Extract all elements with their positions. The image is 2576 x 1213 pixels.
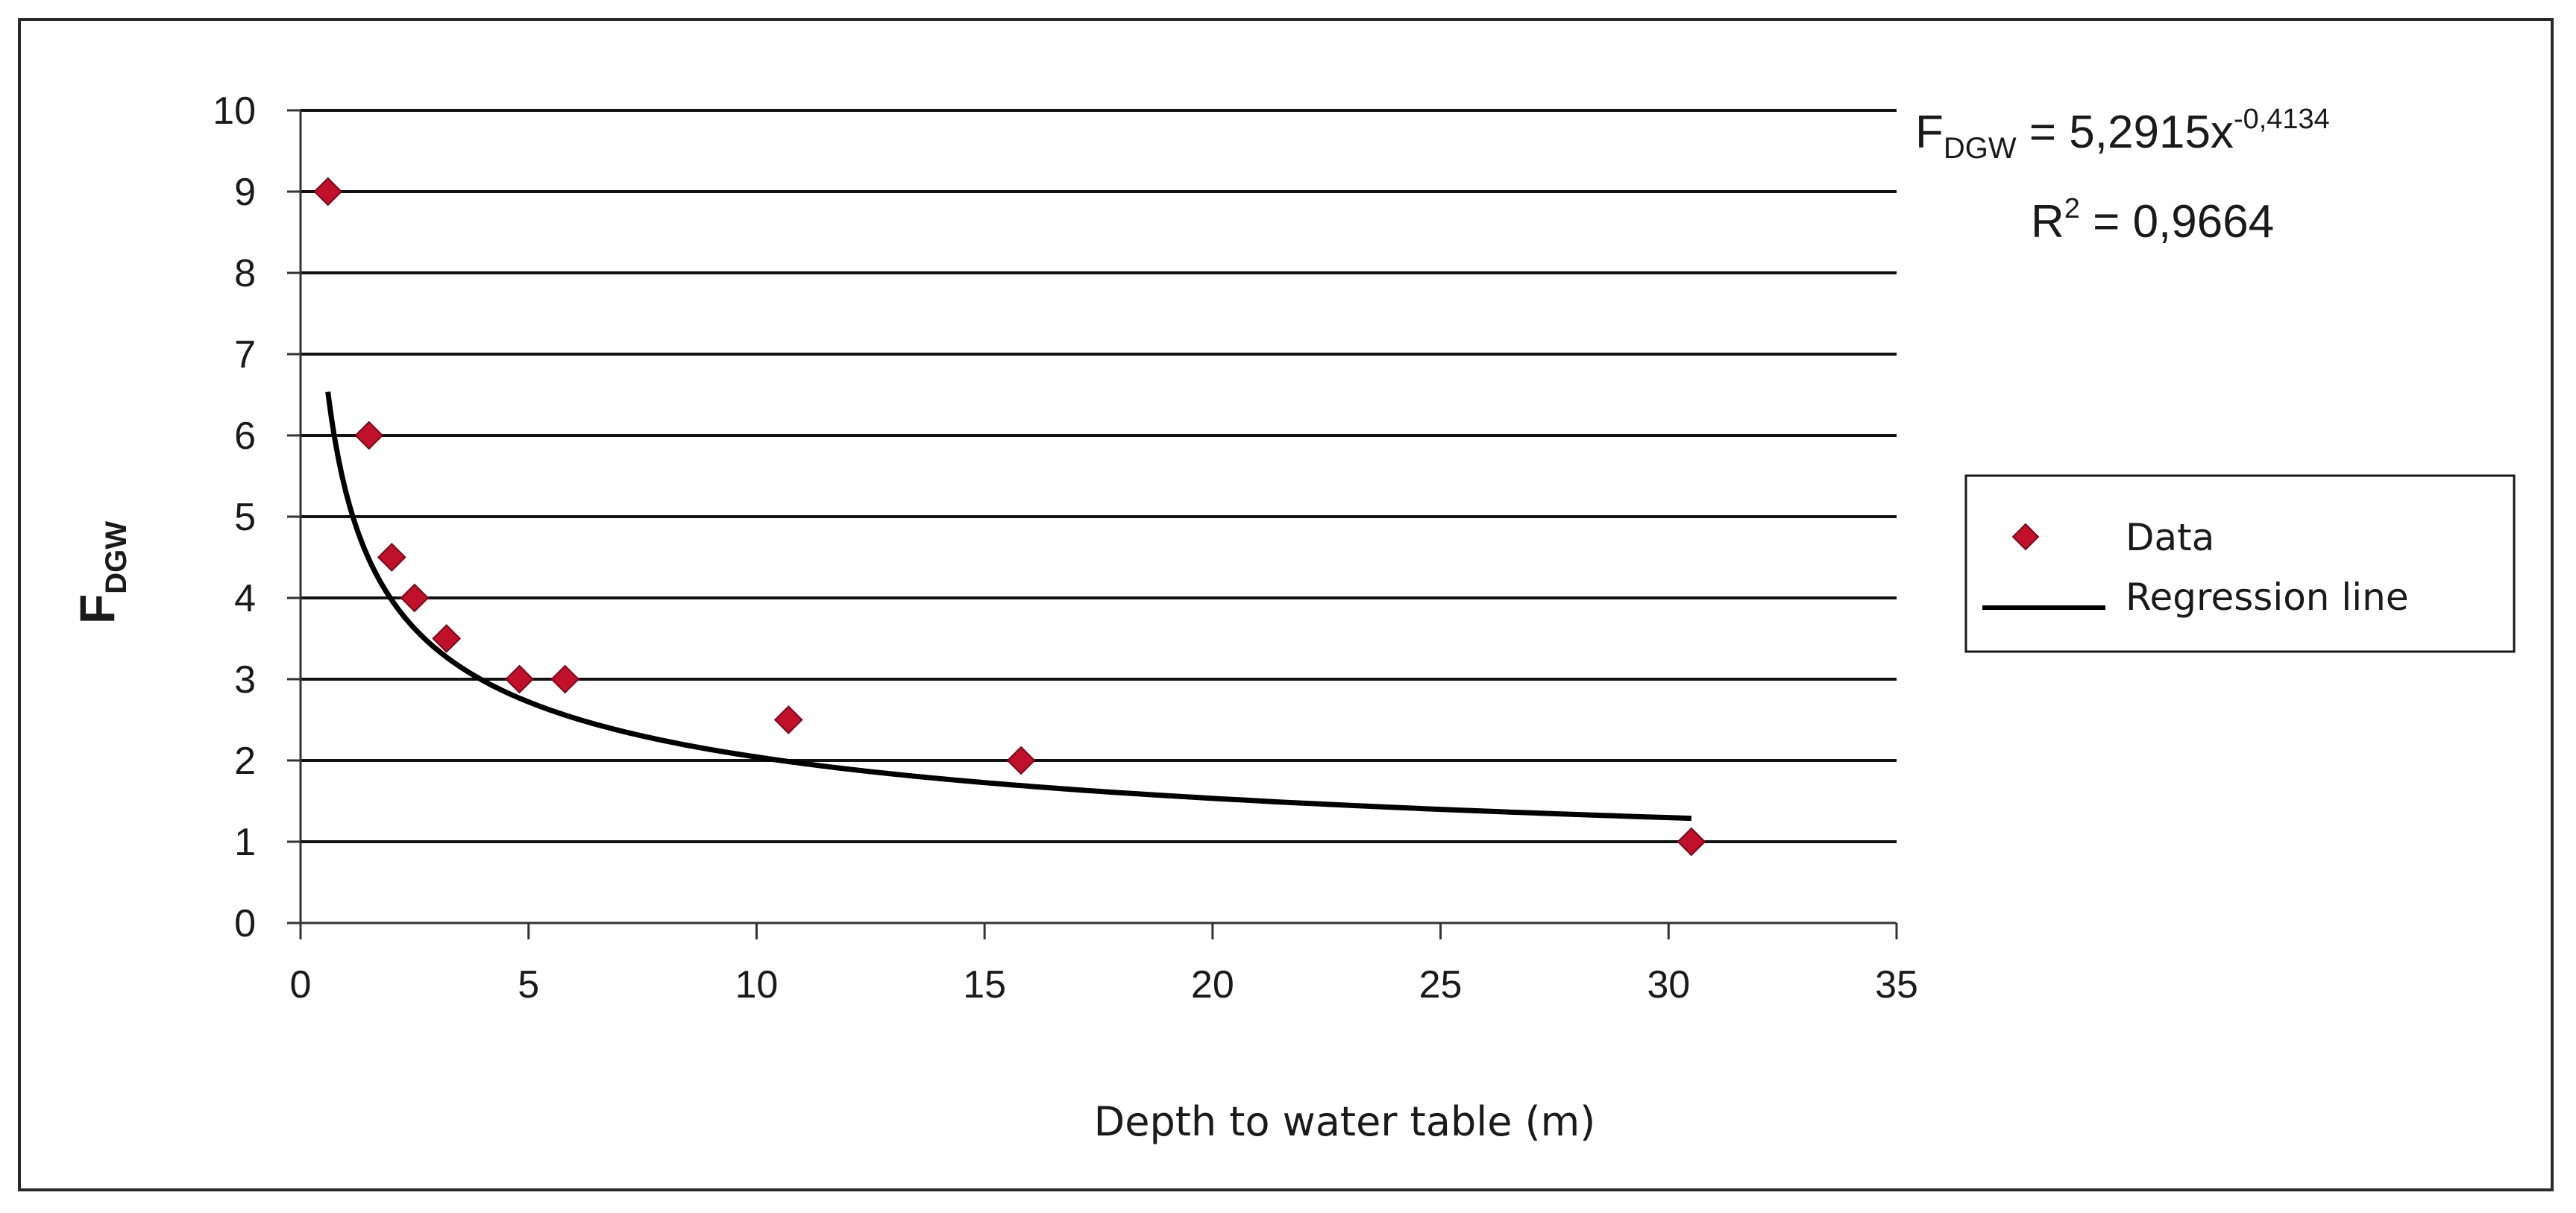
x-tick-label-10: 10: [735, 963, 779, 1006]
data-point: [432, 624, 462, 653]
r-squared-main: R: [2031, 196, 2064, 248]
regression-layer: [325, 391, 1692, 822]
data-point: [400, 583, 430, 613]
grid-layer: [301, 109, 1897, 843]
data-point: [1677, 827, 1706, 857]
x-axis-title: Depth to water table (m): [1094, 1098, 1596, 1145]
y-axis-title-sub: DGW: [100, 521, 133, 594]
data-point: [505, 664, 534, 694]
r-squared-annotation: R2 = 0,9664: [2031, 193, 2274, 248]
r-squared-sup: 2: [2064, 193, 2080, 224]
y-tick-label-6: 6: [234, 415, 256, 458]
regression-line: [325, 391, 1692, 822]
x-tick-label-30: 30: [1647, 963, 1690, 1006]
data-point: [773, 705, 803, 734]
legend-box: [1964, 474, 2516, 653]
equation-lhs-sub: DGW: [1944, 132, 2017, 165]
y-tick-label-10: 10: [213, 89, 256, 133]
data-point: [1006, 746, 1036, 775]
x-tick-label-25: 25: [1419, 963, 1463, 1006]
y-tick-label-3: 3: [234, 658, 256, 702]
x-tick-label-35: 35: [1875, 963, 1918, 1006]
y-tick-label-2: 2: [234, 740, 256, 783]
equation-annotation: FDGW = 5,2915x-0,4134: [1915, 104, 2330, 165]
data-point: [313, 177, 343, 207]
y-tick-label-7: 7: [234, 333, 256, 376]
y-tick-label-9: 9: [234, 171, 256, 214]
y-axis-title: FDGW: [69, 521, 133, 624]
y-tick-labels: 0 1 2 3 4 5 6 7 8 9 10: [213, 89, 256, 945]
legend-data-marker: [2011, 523, 2040, 551]
y-tick-label-4: 4: [234, 577, 256, 620]
legend: Data Regression line: [1964, 474, 2516, 653]
equation-rhs: = 5,2915x: [2017, 107, 2234, 158]
data-point: [354, 420, 384, 450]
x-tick-label-15: 15: [963, 963, 1006, 1006]
x-tick-labels: 0 5 10 15 20 25 30 35: [290, 963, 1918, 1006]
x-tick-label-5: 5: [518, 963, 539, 1006]
r-squared-value: = 0,9664: [2080, 196, 2274, 248]
data-point: [377, 543, 406, 572]
x-tick-label-0: 0: [290, 963, 312, 1006]
data-points-layer: [313, 177, 1706, 857]
axis-layer: [287, 109, 1898, 939]
y-tick-label-0: 0: [234, 902, 256, 945]
chart-frame: 0 1 2 3 4 5 6 7 8 9 10 0 5 10 15 20 25 30 35 FDGW Depth t…: [18, 18, 2554, 1191]
legend-label-data: Data: [2126, 516, 2214, 559]
y-axis-title-main: F: [69, 594, 125, 624]
y-tick-label-8: 8: [234, 252, 256, 295]
data-point: [550, 664, 580, 694]
x-tick-label-20: 20: [1191, 963, 1234, 1006]
equation-lhs-main: F: [1915, 107, 1944, 158]
equation-exponent: -0,4134: [2234, 104, 2330, 135]
legend-label-regression: Regression line: [2126, 576, 2409, 619]
y-tick-label-5: 5: [234, 496, 256, 539]
y-tick-label-1: 1: [234, 821, 256, 864]
